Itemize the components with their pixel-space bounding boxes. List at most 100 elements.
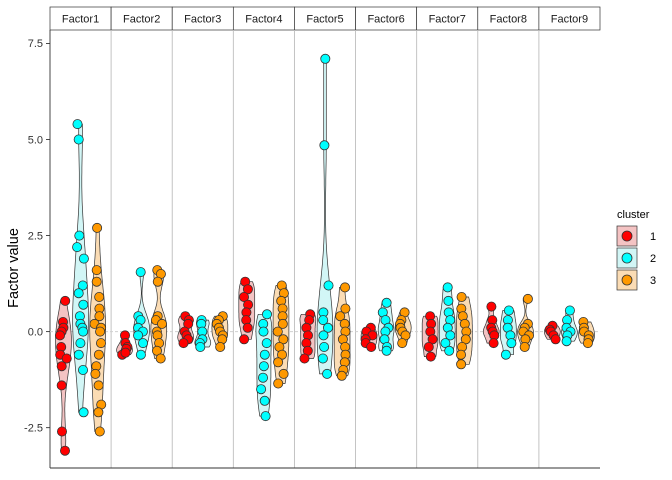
point-factor5-cluster-2 — [323, 280, 334, 291]
point-factor4-cluster-3 — [278, 368, 289, 379]
point-factor5-cluster-2 — [318, 330, 329, 341]
facet-strips: Factor1 Factor2 Factor3 Factor4 Factor5 Facto… — [49, 6, 601, 31]
point-factor4-cluster-1 — [238, 291, 249, 302]
point-factor1-cluster-3 — [93, 380, 104, 391]
point-factor6-cluster-3 — [397, 338, 408, 349]
point-factor6-cluster-2 — [381, 297, 392, 308]
point-factor4-cluster-2 — [258, 361, 269, 372]
point-factor4-cluster-1 — [239, 334, 250, 345]
point-factor7-cluster-3 — [456, 359, 467, 370]
point-factor3-cluster-3 — [215, 341, 226, 352]
point-factor1-cluster-1 — [57, 426, 68, 437]
point-factor1-cluster-2 — [78, 299, 89, 310]
point-layer — [55, 53, 594, 456]
point-factor4-cluster-2 — [260, 411, 271, 422]
point-factor8-cluster-2 — [500, 349, 511, 360]
point-factor7-cluster-3 — [455, 349, 466, 360]
point-factor4-cluster-2 — [257, 372, 268, 383]
facet-label-factor9: Factor9 — [551, 14, 588, 26]
point-factor6-cluster-2 — [381, 345, 392, 356]
y-axis: -2.5 0.0 2.5 5.0 7.5 — [24, 38, 50, 434]
point-factor1-cluster-3 — [96, 338, 107, 349]
facet-strip-factor9 — [538, 6, 601, 31]
point-factor1-cluster-3 — [94, 291, 105, 302]
point-factor5-cluster-3 — [340, 303, 351, 314]
point-factor5-cluster-2 — [317, 353, 328, 364]
point-factor1-cluster-2 — [74, 230, 85, 241]
point-factor4-cluster-2 — [261, 338, 272, 349]
point-factor4-cluster-3 — [273, 378, 284, 389]
legend: cluster 1 2 3 — [616, 209, 656, 291]
facet-label-factor4: Factor4 — [245, 14, 282, 26]
point-factor1-cluster-3 — [95, 326, 106, 337]
point-factor1-cluster-2 — [73, 134, 84, 145]
point-factor3-cluster-2 — [195, 341, 206, 352]
point-factor1-cluster-1 — [60, 445, 71, 456]
point-factor3-cluster-1 — [178, 338, 189, 349]
point-factor4-cluster-2 — [256, 384, 267, 395]
point-factor5-cluster-2 — [322, 322, 333, 333]
point-factor1-cluster-2 — [78, 326, 89, 337]
point-factor1-cluster-2 — [72, 119, 83, 130]
facet-label-factor2: Factor2 — [123, 14, 160, 26]
facet-label-factor6: Factor6 — [367, 14, 404, 26]
point-factor1-cluster-3 — [94, 426, 105, 437]
y-tick-label: 5.0 — [28, 134, 43, 146]
point-factor7-cluster-2 — [444, 345, 455, 356]
point-factor9-cluster-2 — [561, 336, 572, 347]
point-factor1-cluster-2 — [78, 407, 89, 418]
point-factor2-cluster-3 — [156, 318, 167, 329]
point-factor1-cluster-3 — [92, 222, 103, 233]
point-factor4-cluster-2 — [261, 309, 272, 320]
point-factor7-cluster-1 — [423, 341, 434, 352]
legend-keys: 1 2 3 — [616, 225, 656, 291]
point-factor7-cluster-2 — [445, 330, 456, 341]
point-factor8-cluster-2 — [503, 305, 514, 316]
facet-label-factor7: Factor7 — [429, 14, 466, 26]
point-factor5-cluster-1 — [299, 353, 310, 364]
point-factor5-cluster-3 — [339, 282, 350, 293]
point-factor6-cluster-1 — [366, 341, 377, 352]
point-factor5-cluster-3 — [335, 311, 346, 322]
point-factor7-cluster-1 — [425, 351, 436, 362]
legend-label-cluster-2: 2 — [650, 253, 656, 265]
point-factor2-cluster-2 — [133, 330, 144, 341]
point-factor4-cluster-3 — [273, 357, 284, 368]
point-factor4-cluster-3 — [272, 326, 283, 337]
violin-layer — [55, 58, 595, 452]
legend-label-cluster-3: 3 — [650, 275, 656, 287]
point-factor4-cluster-1 — [242, 322, 253, 333]
point-factor2-cluster-2 — [135, 267, 146, 278]
point-factor1-cluster-3 — [91, 265, 102, 276]
y-tick-label: 2.5 — [28, 230, 43, 242]
point-factor1-cluster-1 — [60, 295, 71, 306]
point-factor5-cluster-2 — [319, 341, 330, 352]
point-factor1-cluster-2 — [78, 253, 89, 264]
point-factor8-cluster-1 — [486, 301, 497, 312]
point-factor1-cluster-2 — [73, 288, 84, 299]
point-factor1-cluster-1 — [55, 330, 66, 341]
plot-panel — [49, 30, 600, 469]
y-axis-label: Factor value — [6, 228, 22, 308]
legend-key-point-cluster-3 — [621, 274, 633, 286]
point-factor1-cluster-3 — [90, 368, 101, 379]
point-factor1-cluster-3 — [93, 349, 104, 360]
point-factor2-cluster-3 — [155, 353, 166, 364]
point-factor5-cluster-2 — [319, 140, 330, 151]
y-tick-label: 0.0 — [28, 326, 43, 338]
point-factor1-cluster-3 — [91, 276, 102, 287]
point-factor5-cluster-2 — [318, 315, 329, 326]
point-factor2-cluster-1 — [120, 347, 131, 358]
legend-title: cluster — [617, 209, 650, 221]
point-factor4-cluster-2 — [258, 326, 269, 337]
facet-label-factor8: Factor8 — [490, 14, 527, 26]
point-factor8-cluster-3 — [522, 293, 533, 304]
point-factor4-cluster-2 — [259, 349, 270, 360]
point-factor8-cluster-3 — [519, 341, 530, 352]
point-factor1-cluster-1 — [56, 380, 67, 391]
point-factor5-cluster-3 — [336, 370, 347, 381]
point-factor4-cluster-3 — [277, 318, 288, 329]
point-factor7-cluster-2 — [442, 282, 453, 293]
point-factor7-cluster-3 — [456, 291, 467, 302]
